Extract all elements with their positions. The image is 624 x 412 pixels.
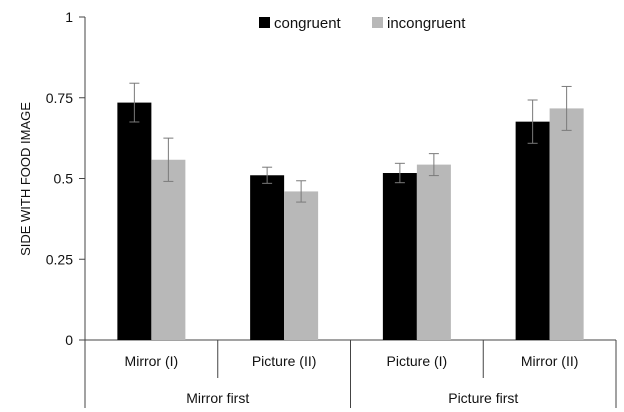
legend-swatch [372, 17, 383, 28]
bar [382, 173, 417, 340]
error-bars [129, 82, 572, 203]
legend-label: congruent [274, 15, 342, 32]
bar [284, 191, 319, 340]
bar [515, 121, 550, 340]
bar [549, 108, 584, 340]
x-tick-label: Picture (I) [387, 353, 448, 369]
y-tick-label: 0 [65, 332, 73, 348]
x-tick-label: Mirror (I) [125, 353, 179, 369]
bar [151, 159, 186, 340]
y-tick-label: 0.25 [46, 251, 73, 267]
y-axis-label: SIDE WITH FOOD IMAGE [18, 102, 33, 256]
group-label: Mirror first [186, 390, 249, 406]
bar [117, 102, 152, 340]
bar [250, 175, 285, 340]
x-tick-label: Mirror (II) [521, 353, 579, 369]
bar [416, 164, 451, 340]
axes: 0 0.25 0.5 0.75 1 Mirror (I) Picture (II) Pictu… [46, 9, 617, 408]
legend-label: incongruent [387, 15, 466, 32]
y-tick-label: 0.5 [54, 171, 74, 187]
legend: congruent incongruent [259, 15, 466, 32]
y-tick-label: 0.75 [46, 90, 73, 106]
x-tick-label: Picture (II) [252, 353, 317, 369]
legend-swatch [259, 17, 270, 28]
bars [117, 102, 584, 340]
group-label: Picture first [448, 390, 518, 406]
y-tick-label: 1 [65, 9, 73, 25]
